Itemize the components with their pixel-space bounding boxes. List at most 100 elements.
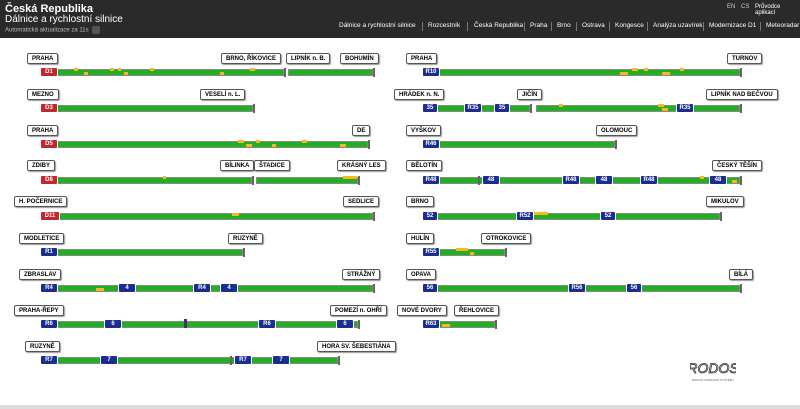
congestion-marker[interactable] <box>700 176 704 179</box>
road-badge-r35[interactable]: R35 <box>464 103 482 113</box>
road-segment[interactable] <box>42 213 373 220</box>
road-segment[interactable] <box>424 213 720 220</box>
congestion-marker[interactable] <box>340 144 346 147</box>
road-badge-48[interactable]: 48 <box>709 175 727 185</box>
congestion-marker[interactable] <box>534 212 548 215</box>
road-badge-r52[interactable]: R52 <box>516 211 534 221</box>
road-badge-d8[interactable]: D8 <box>40 175 58 185</box>
congestion-marker[interactable] <box>620 72 628 75</box>
road-d3[interactable]: D3 <box>40 103 255 114</box>
nav-closure-analysis[interactable]: Analýza uzavírek <box>653 22 703 29</box>
nav-highways[interactable]: Dálnice a rychlostní silnice <box>339 22 416 29</box>
road-badge-35[interactable]: 35 <box>422 103 438 113</box>
road-r1[interactable]: R1 <box>40 247 245 258</box>
guide-link[interactable]: Průvodce aplikací <box>755 4 781 16</box>
congestion-marker[interactable] <box>456 248 468 251</box>
congestion-marker[interactable] <box>658 104 664 107</box>
road-r35[interactable]: 35 R35 35 R35 <box>422 103 742 114</box>
road-badge-52[interactable]: 52 <box>422 211 438 221</box>
road-r52[interactable]: 52 R52 52 <box>422 211 722 222</box>
closure-marker[interactable] <box>184 319 187 328</box>
road-segment[interactable] <box>42 357 338 364</box>
language-cs[interactable]: CS <box>741 4 750 10</box>
road-r7[interactable]: R7 7 R7 7 <box>40 355 340 366</box>
road-d5[interactable]: D5 <box>40 139 370 150</box>
road-badge-48[interactable]: 48 <box>595 175 613 185</box>
congestion-marker[interactable] <box>220 72 224 75</box>
road-segment[interactable] <box>42 105 253 112</box>
road-badge-d5[interactable]: D5 <box>40 139 58 149</box>
congestion-marker[interactable] <box>272 144 276 147</box>
road-badge-7[interactable]: 7 <box>100 355 118 365</box>
congestion-marker[interactable] <box>110 68 114 71</box>
nav-d1-modernization[interactable]: Modernizace D1 <box>709 22 757 29</box>
road-segment[interactable] <box>42 321 358 328</box>
nav-meteoradar[interactable]: Meteoradar <box>766 22 800 29</box>
congestion-marker[interactable] <box>118 68 121 71</box>
congestion-marker[interactable] <box>632 68 638 71</box>
congestion-marker[interactable] <box>302 140 307 143</box>
road-segment[interactable] <box>536 105 740 112</box>
road-segment[interactable] <box>42 249 243 256</box>
road-r46[interactable]: R46 <box>422 139 617 150</box>
road-badge-r7[interactable]: R7 <box>234 355 252 365</box>
congestion-marker[interactable] <box>150 68 154 71</box>
congestion-marker[interactable] <box>84 72 88 75</box>
road-badge-r35[interactable]: R35 <box>676 103 694 113</box>
congestion-marker[interactable] <box>232 213 239 216</box>
road-d11[interactable]: D11 <box>40 211 375 222</box>
road-segment[interactable] <box>424 177 740 184</box>
road-badge-r63[interactable]: R63 <box>422 319 440 329</box>
congestion-marker[interactable] <box>124 72 128 75</box>
road-segment[interactable] <box>256 177 358 184</box>
congestion-marker[interactable] <box>644 68 648 71</box>
road-badge-r10[interactable]: R10 <box>422 67 440 77</box>
road-segment[interactable] <box>42 69 284 76</box>
road-r55[interactable]: R55 <box>422 247 507 258</box>
road-badge-35[interactable]: 35 <box>494 103 510 113</box>
nav-ostrava[interactable]: Ostrava <box>582 22 605 29</box>
congestion-marker[interactable] <box>96 288 104 291</box>
road-badge-56[interactable]: 56 <box>626 283 642 293</box>
road-badge-4[interactable]: 4 <box>220 283 238 293</box>
nav-kongesce[interactable]: Kongesce <box>615 22 644 29</box>
road-badge-r46[interactable]: R46 <box>422 139 440 149</box>
road-badge-6[interactable]: 6 <box>104 319 122 329</box>
language-en[interactable]: EN <box>727 4 736 10</box>
road-badge-r6[interactable]: R6 <box>40 319 58 329</box>
road-segment[interactable] <box>42 177 252 184</box>
road-r56[interactable]: 56 R56 56 <box>422 283 742 294</box>
congestion-marker[interactable] <box>559 104 563 107</box>
road-d8[interactable]: D8 <box>40 175 360 186</box>
road-badge-r48[interactable]: R48 <box>422 175 440 185</box>
nav-brno[interactable]: Brno <box>557 22 571 29</box>
road-badge-7[interactable]: 7 <box>272 355 290 365</box>
road-badge-r1[interactable]: R1 <box>40 247 58 257</box>
congestion-marker[interactable] <box>732 180 737 183</box>
road-badge-d3[interactable]: D3 <box>40 103 58 113</box>
road-r4[interactable]: R4 4 R4 4 <box>40 283 375 294</box>
road-badge-48[interactable]: 48 <box>482 175 500 185</box>
road-badge-r4[interactable]: R4 <box>40 283 58 293</box>
road-r10[interactable]: R10 <box>422 67 742 78</box>
nav-rozcestnik[interactable]: Rozcestník <box>428 22 461 29</box>
congestion-marker[interactable] <box>662 108 668 111</box>
congestion-marker[interactable] <box>442 324 450 327</box>
road-badge-6[interactable]: 6 <box>336 319 354 329</box>
road-badge-r48[interactable]: R48 <box>640 175 658 185</box>
road-badge-r55[interactable]: R55 <box>422 247 440 257</box>
congestion-marker[interactable] <box>163 176 166 179</box>
congestion-marker[interactable] <box>256 140 260 143</box>
congestion-marker[interactable] <box>343 176 357 179</box>
road-badge-56[interactable]: 56 <box>422 283 438 293</box>
road-r48[interactable]: R48 48 R48 48 R48 48 <box>422 175 742 186</box>
congestion-marker[interactable] <box>662 72 670 75</box>
road-badge-r6[interactable]: R6 <box>258 319 276 329</box>
road-badge-4[interactable]: 4 <box>118 283 136 293</box>
road-segment[interactable] <box>42 141 368 148</box>
road-r63[interactable]: R63 <box>422 319 497 330</box>
road-segment[interactable] <box>288 69 373 76</box>
road-badge-d1[interactable]: D1 <box>40 67 58 77</box>
road-badge-d11[interactable]: D11 <box>40 211 60 221</box>
congestion-marker[interactable] <box>250 68 255 71</box>
